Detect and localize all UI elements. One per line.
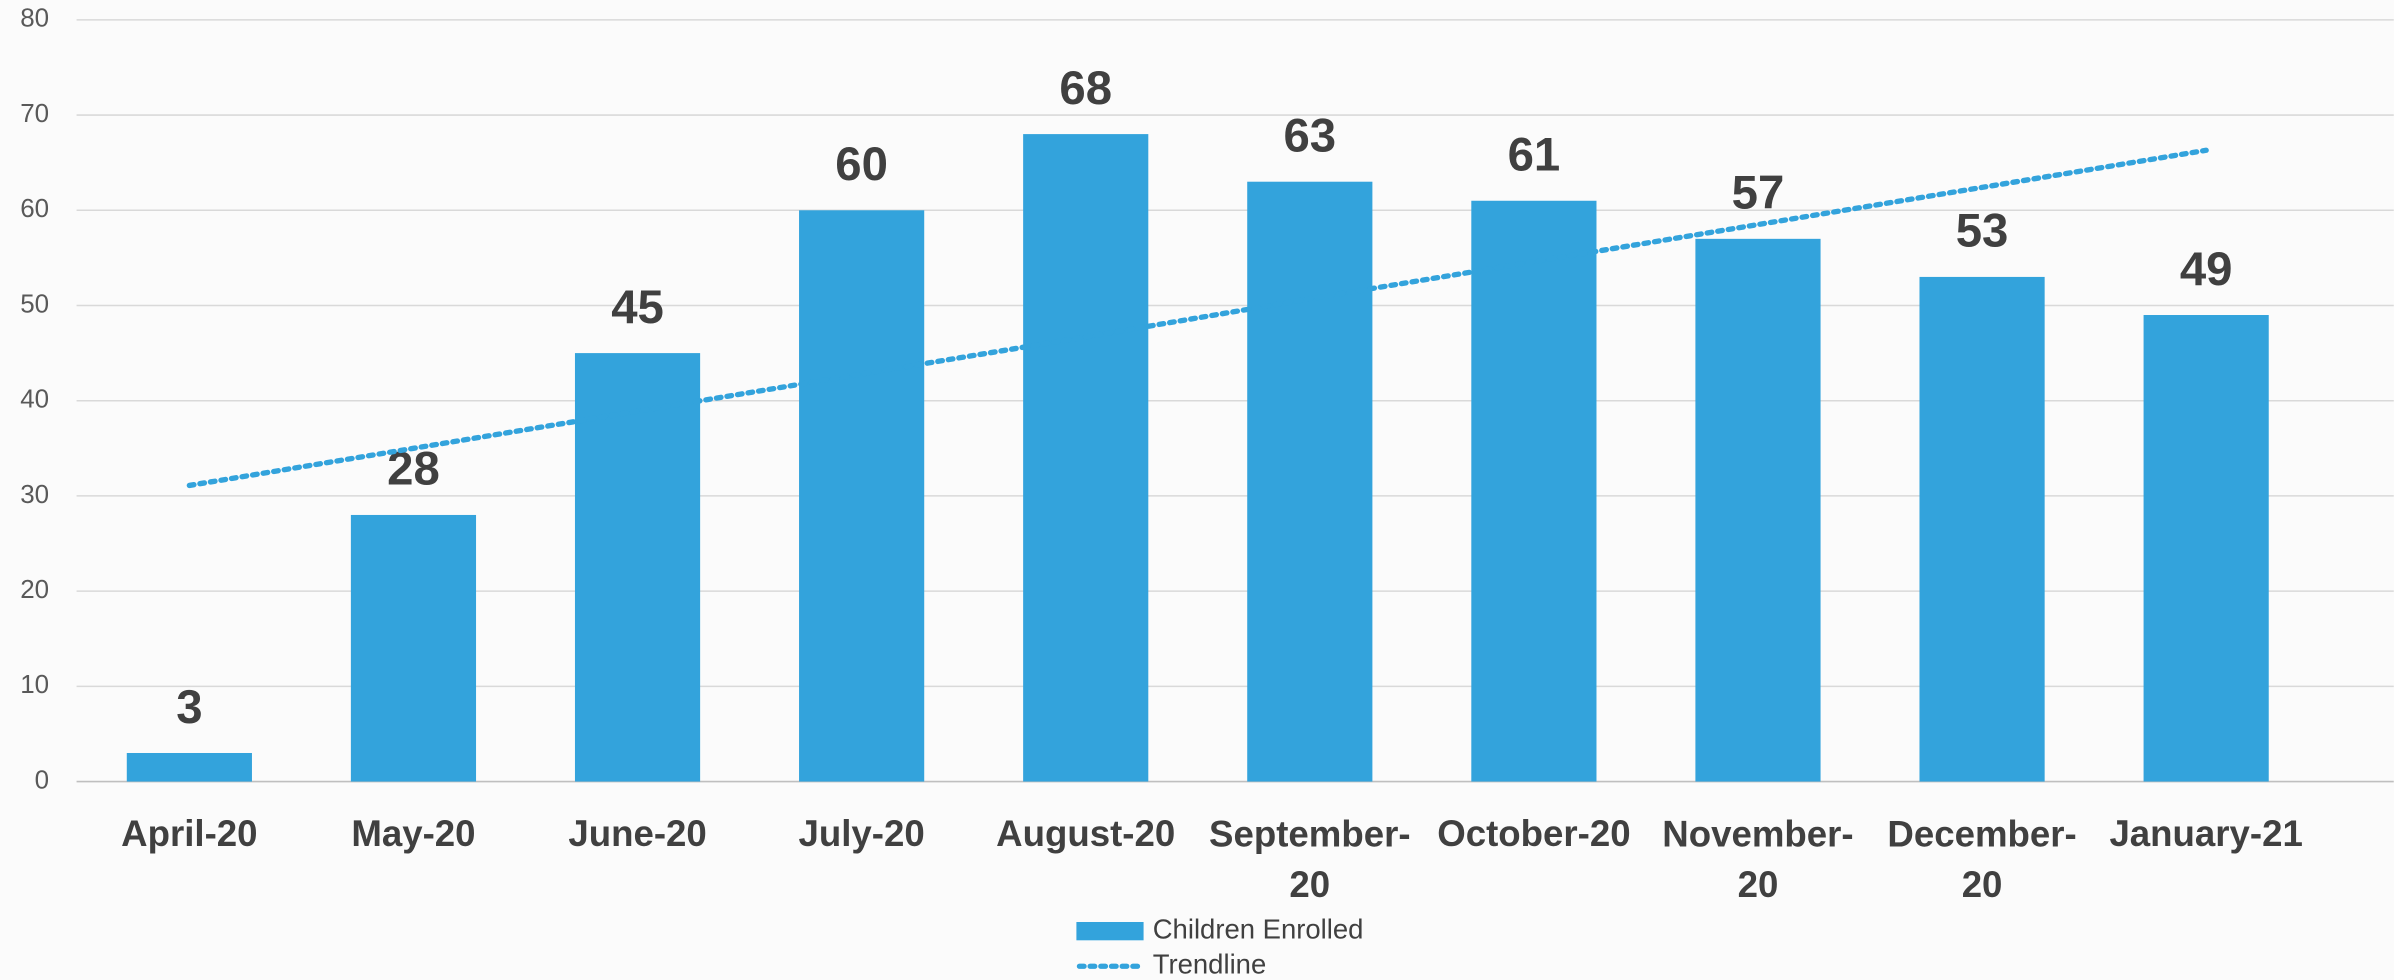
data-label: 60 xyxy=(835,138,888,191)
x-tick-label: October-20 xyxy=(1437,813,1630,854)
y-tick-label: 20 xyxy=(20,576,49,604)
x-tick-label: December-20 xyxy=(1887,813,2076,904)
bar xyxy=(574,353,701,782)
x-tick-label: June-20 xyxy=(568,813,706,854)
legend-label: Children Enrolled xyxy=(1153,913,1364,944)
bar xyxy=(1919,276,2045,782)
bar xyxy=(1023,134,1149,782)
bar xyxy=(1695,238,1821,782)
x-tick-label: September-20 xyxy=(1209,813,1411,904)
y-tick-label: 30 xyxy=(20,481,49,509)
y-tick-label: 40 xyxy=(20,386,49,414)
x-tick-label: August-20 xyxy=(996,813,1175,854)
data-label: 3 xyxy=(176,681,202,734)
legend-swatch xyxy=(1076,921,1144,941)
bar xyxy=(2143,315,2269,782)
y-tick-label: 10 xyxy=(20,671,49,699)
x-tick-label: April-20 xyxy=(121,813,257,854)
data-label: 63 xyxy=(1283,109,1336,162)
y-tick-label: 70 xyxy=(20,100,49,128)
data-label: 68 xyxy=(1059,62,1112,115)
y-tick-label: 80 xyxy=(20,5,49,33)
x-tick-label: July-20 xyxy=(799,813,925,854)
y-tick-label: 50 xyxy=(20,290,49,318)
data-label: 53 xyxy=(1956,205,2009,258)
data-label: 61 xyxy=(1508,129,1561,182)
trendline xyxy=(186,147,2209,489)
data-label: 49 xyxy=(2180,243,2233,296)
bar xyxy=(126,752,252,782)
y-tick-label: 0 xyxy=(35,766,49,794)
x-tick-label: May-20 xyxy=(351,813,475,854)
bar xyxy=(350,514,477,782)
bar xyxy=(799,210,925,782)
legend-label: Trendline xyxy=(1153,949,1267,980)
bar xyxy=(1247,181,1373,782)
data-label: 57 xyxy=(1732,167,1785,220)
data-label: 45 xyxy=(611,281,664,334)
x-tick-label: November-20 xyxy=(1662,813,1853,904)
bar xyxy=(1471,200,1597,782)
x-tick-label: January-21 xyxy=(2109,813,2302,854)
y-tick-label: 60 xyxy=(20,195,49,223)
